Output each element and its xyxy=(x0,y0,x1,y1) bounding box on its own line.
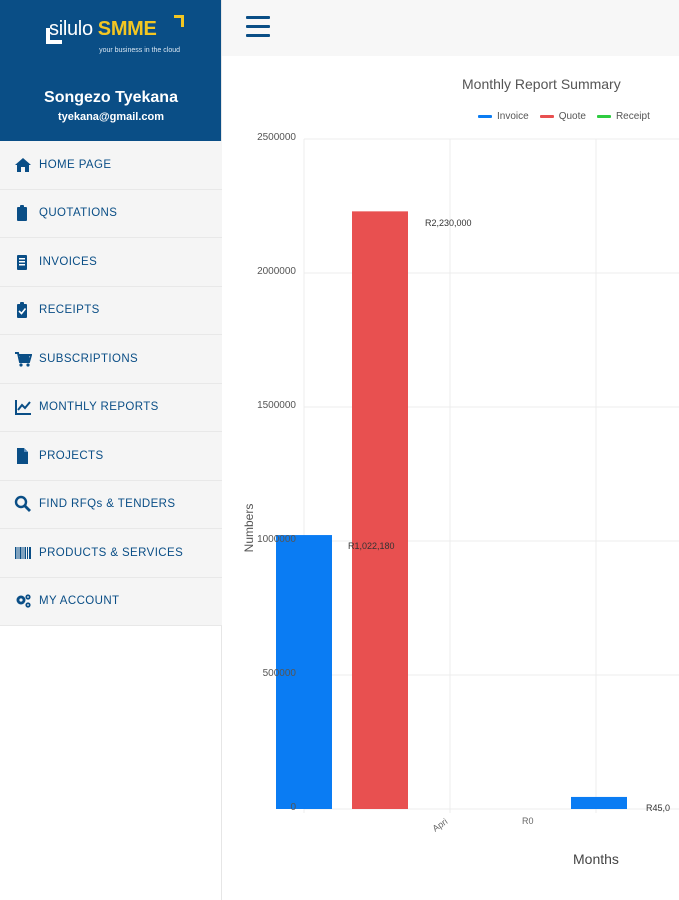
sidebar-item-label: FIND RFQs & TENDERS xyxy=(39,498,176,511)
invoice-icon xyxy=(17,254,27,270)
sidebar-item-products-services[interactable]: PRODUCTS & SERVICES xyxy=(0,529,222,578)
user-email: tyekana@gmail.com xyxy=(57,111,165,123)
legend-swatch-invoice xyxy=(478,115,492,118)
chart-canvas xyxy=(276,138,679,813)
sidebar-item-home[interactable]: HOME PAGE xyxy=(0,141,222,190)
file-icon xyxy=(17,447,28,464)
bar-invoice xyxy=(276,535,332,809)
sidebar-item-label: RECEIPTS xyxy=(39,304,100,317)
monthly-report-chart: Monthly Report Summary Invoice Quote Rec… xyxy=(222,56,679,900)
legend-item-quote[interactable]: Quote xyxy=(539,111,586,122)
sidebar-item-label: SUBSCRIPTIONS xyxy=(39,352,139,365)
sidebar-item-label: INVOICES xyxy=(39,255,98,268)
sidebar-header: silulo SMME your business in the cloud So… xyxy=(0,0,221,141)
brand-accent: SMME xyxy=(97,18,157,40)
logo[interactable]: silulo SMME your business in the cloud xyxy=(40,14,184,58)
legend-label: Invoice xyxy=(497,111,529,122)
legend-label: Receipt xyxy=(615,111,650,122)
bar-data-label: R45,0 xyxy=(646,803,671,813)
sidebar-item-label: PRODUCTS & SERVICES xyxy=(39,546,184,559)
sidebar: silulo SMME your business in the cloud So… xyxy=(0,0,222,900)
sidebar-item-label: MONTHLY REPORTS xyxy=(39,401,159,414)
sidebar-item-label: QUOTATIONS xyxy=(39,207,118,220)
x-tick-label: R0 xyxy=(522,816,534,826)
sidebar-item-find-rfqs[interactable]: FIND RFQs & TENDERS xyxy=(0,481,222,529)
sidebar-item-label: PROJECTS xyxy=(39,449,104,462)
legend-item-receipt[interactable]: Receipt xyxy=(596,111,650,122)
search-icon xyxy=(14,496,31,513)
legend-swatch-quote xyxy=(539,115,554,118)
y-tick-label: 1500000 xyxy=(257,400,296,411)
bar-invoice xyxy=(571,796,627,809)
clipboard-check-icon xyxy=(17,302,27,319)
y-tick-label: 0 xyxy=(290,802,296,813)
y-tick-label: 1000000 xyxy=(257,534,296,545)
logo-mark-icon xyxy=(40,20,62,50)
sidebar-menu: HOME PAGE QUOTATIONS INVOICES RECEIPTS S… xyxy=(0,141,222,626)
hamburger-menu-icon[interactable] xyxy=(246,16,270,38)
sidebar-item-quotations[interactable]: QUOTATIONS xyxy=(0,190,222,238)
legend-item-invoice[interactable]: Invoice xyxy=(478,111,529,122)
x-axis-label: Months xyxy=(573,851,619,867)
brand-name: silulo SMME xyxy=(49,18,157,41)
user-name: Songezo Tyekana xyxy=(44,89,178,106)
legend-label: Quote xyxy=(558,111,586,122)
chart-legend: Invoice Quote Receipt xyxy=(478,111,661,122)
sidebar-item-label: HOME PAGE xyxy=(39,158,112,171)
y-tick-label: 500000 xyxy=(262,668,296,679)
tagline: your business in the cloud xyxy=(99,47,180,54)
topbar xyxy=(222,0,679,56)
bar-data-label: R1,022,180 xyxy=(348,541,395,551)
sidebar-item-subscriptions[interactable]: SUBSCRIPTIONS xyxy=(0,335,222,384)
bar-data-label: R2,230,000 xyxy=(425,218,472,228)
home-icon xyxy=(15,157,31,172)
y-axis-label: Numbers xyxy=(242,503,256,553)
bar-quote xyxy=(352,211,408,810)
y-tick-label: 2000000 xyxy=(257,266,296,277)
gears-icon xyxy=(16,594,31,608)
chart-title: Monthly Report Summary xyxy=(462,76,621,92)
sidebar-item-monthly-reports[interactable]: MONTHLY REPORTS xyxy=(0,384,222,432)
cart-icon xyxy=(15,351,32,367)
legend-swatch-receipt xyxy=(596,115,611,118)
sidebar-item-my-account[interactable]: MY ACCOUNT xyxy=(0,578,222,626)
barcode-icon xyxy=(15,546,31,559)
brand-main: silulo xyxy=(49,18,93,40)
y-tick-label: 2500000 xyxy=(257,132,296,143)
sidebar-item-projects[interactable]: PROJECTS xyxy=(0,432,222,481)
logo-corner-icon xyxy=(174,15,184,27)
chart-line-icon xyxy=(15,400,31,416)
sidebar-item-invoices[interactable]: INVOICES xyxy=(0,238,222,287)
sidebar-item-label: MY ACCOUNT xyxy=(39,595,120,608)
clipboard-icon xyxy=(17,205,27,222)
sidebar-item-receipts[interactable]: RECEIPTS xyxy=(0,287,222,335)
